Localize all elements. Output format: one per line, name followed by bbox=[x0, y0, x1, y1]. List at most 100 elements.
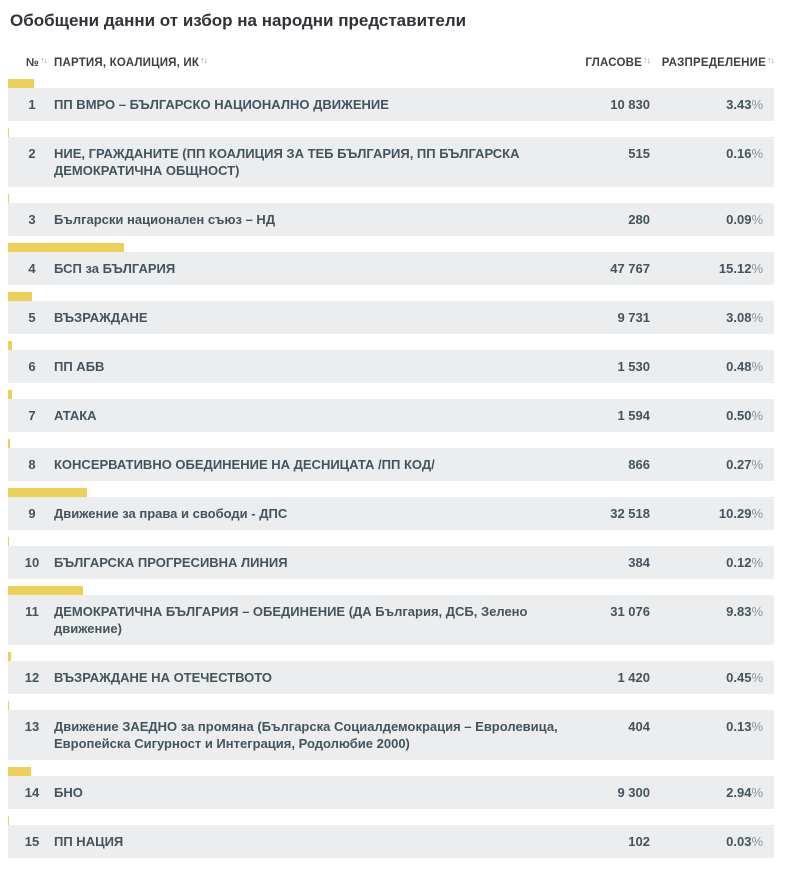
table-row[interactable]: 5 ВЪЗРАЖДАНЕ 9 731 3.08% bbox=[8, 292, 774, 334]
table-row-content: 3 Български национален съюз – НД 280 0.0… bbox=[8, 203, 774, 236]
sort-icon: ↑↓ bbox=[767, 55, 775, 65]
distribution-bar bbox=[8, 701, 9, 710]
distribution-value: 0.45% bbox=[650, 669, 763, 686]
table-row-content: 2 НИЕ, ГРАЖДАНИТЕ (ПП КОАЛИЦИЯ ЗА ТЕБ БЪ… bbox=[8, 137, 774, 187]
distribution-number: 0.13 bbox=[726, 719, 752, 734]
distribution-number: 0.03 bbox=[726, 834, 752, 849]
table-row[interactable]: 3 Български национален съюз – НД 280 0.0… bbox=[8, 194, 774, 236]
votes-value: 102 bbox=[628, 834, 650, 849]
row-number: 9 bbox=[28, 506, 36, 521]
distribution-value: 9.83% bbox=[650, 603, 763, 620]
distribution-bar bbox=[8, 292, 32, 301]
table-row-content: 5 ВЪЗРАЖДАНЕ 9 731 3.08% bbox=[8, 301, 774, 334]
distribution-value: 0.48% bbox=[650, 358, 763, 375]
table-row-content: 9 Движение за права и свободи - ДПС 32 5… bbox=[8, 497, 774, 530]
votes-value: 1 530 bbox=[617, 359, 650, 374]
percent-sign: % bbox=[751, 310, 763, 325]
distribution-bar-track bbox=[8, 701, 774, 710]
votes-value: 47 767 bbox=[610, 261, 650, 276]
distribution-bar-track bbox=[8, 439, 774, 448]
table-row[interactable]: 6 ПП АБВ 1 530 0.48% bbox=[8, 341, 774, 383]
column-header-number[interactable]: №↑↓ bbox=[20, 55, 54, 69]
distribution-bar bbox=[8, 128, 10, 137]
percent-sign: % bbox=[751, 97, 763, 112]
distribution-bar-track bbox=[8, 488, 774, 497]
distribution-bar bbox=[8, 390, 12, 399]
table-row[interactable]: 4 БСП за БЪЛГАРИЯ 47 767 15.12% bbox=[8, 243, 774, 285]
column-header-party[interactable]: ПАРТИЯ, КОАЛИЦИЯ, ИК↑↓ bbox=[54, 55, 560, 69]
distribution-bar-track bbox=[8, 816, 774, 825]
distribution-bar-track bbox=[8, 767, 774, 776]
column-header-votes[interactable]: ГЛАСОВЕ↑↓ bbox=[560, 55, 651, 69]
distribution-bar-track bbox=[8, 390, 774, 399]
table-row[interactable]: 8 КОНСЕРВАТИВНО ОБЕДИНЕНИЕ НА ДЕСНИЦАТА … bbox=[8, 439, 774, 481]
table-row-content: 12 ВЪЗРАЖДАНЕ НА ОТЕЧЕСТВОТО 1 420 0.45% bbox=[8, 661, 774, 694]
table-row[interactable]: 14 БНО 9 300 2.94% bbox=[8, 767, 774, 809]
table-row-content: 1 ПП ВМРО – БЪЛГАРСКО НАЦИОНАЛНО ДВИЖЕНИ… bbox=[8, 88, 774, 121]
percent-sign: % bbox=[751, 785, 763, 800]
distribution-bar bbox=[8, 767, 31, 776]
row-number: 15 bbox=[24, 834, 40, 849]
sort-icon: ↑↓ bbox=[643, 55, 651, 65]
row-number: 13 bbox=[24, 719, 40, 734]
table-row-content: 13 Движение ЗАЕДНО за промяна (Българска… bbox=[8, 710, 774, 760]
row-number: 8 bbox=[28, 457, 36, 472]
table-row[interactable]: 10 БЪЛГАРСКА ПРОГРЕСИВНА ЛИНИЯ 384 0.12% bbox=[8, 537, 774, 579]
table-row[interactable]: 15 ПП НАЦИЯ 102 0.03% bbox=[8, 816, 774, 858]
percent-sign: % bbox=[751, 555, 763, 570]
table-row-content: 6 ПП АБВ 1 530 0.48% bbox=[8, 350, 774, 383]
party-name: Български национален съюз – НД bbox=[54, 212, 276, 227]
distribution-value: 0.09% bbox=[650, 211, 763, 228]
party-name: ВЪЗРАЖДАНЕ bbox=[54, 310, 148, 325]
row-number: 7 bbox=[28, 408, 36, 423]
percent-sign: % bbox=[751, 604, 763, 619]
distribution-bar bbox=[8, 586, 84, 595]
party-name: ПП НАЦИЯ bbox=[54, 834, 124, 849]
distribution-value: 0.27% bbox=[650, 456, 763, 473]
row-number: 4 bbox=[28, 261, 36, 276]
distribution-value: 3.43% bbox=[650, 96, 763, 113]
table-row[interactable]: 1 ПП ВМРО – БЪЛГАРСКО НАЦИОНАЛНО ДВИЖЕНИ… bbox=[8, 79, 774, 121]
votes-value: 404 bbox=[628, 719, 650, 734]
table-row[interactable]: 11 ДЕМОКРАТИЧНА БЪЛГАРИЯ – ОБЕДИНЕНИЕ (Д… bbox=[8, 586, 774, 645]
distribution-number: 10.29 bbox=[718, 506, 752, 521]
distribution-bar-track bbox=[8, 652, 774, 661]
distribution-number: 9.83 bbox=[726, 604, 752, 619]
row-number: 14 bbox=[24, 785, 40, 800]
distribution-value: 0.03% bbox=[650, 833, 763, 850]
table-row-content: 11 ДЕМОКРАТИЧНА БЪЛГАРИЯ – ОБЕДИНЕНИЕ (Д… bbox=[8, 595, 774, 645]
party-name: Движение за права и свободи - ДПС bbox=[54, 506, 288, 521]
distribution-bar-track bbox=[8, 128, 774, 137]
distribution-bar-track bbox=[8, 537, 774, 546]
row-number: 10 bbox=[24, 555, 40, 570]
table-row[interactable]: 13 Движение ЗАЕДНО за промяна (Българска… bbox=[8, 701, 774, 760]
votes-value: 9 731 bbox=[617, 310, 650, 325]
distribution-bar bbox=[8, 194, 9, 203]
row-number: 11 bbox=[25, 604, 39, 619]
table-row-content: 10 БЪЛГАРСКА ПРОГРЕСИВНА ЛИНИЯ 384 0.12% bbox=[8, 546, 774, 579]
distribution-value: 15.12% bbox=[650, 260, 763, 277]
table-row[interactable]: 7 АТАКА 1 594 0.50% bbox=[8, 390, 774, 432]
distribution-number: 0.48 bbox=[726, 359, 752, 374]
column-header-party-label: ПАРТИЯ, КОАЛИЦИЯ, ИК bbox=[54, 57, 200, 69]
column-header-votes-label: ГЛАСОВЕ bbox=[585, 57, 642, 69]
percent-sign: % bbox=[751, 359, 763, 374]
votes-value: 9 300 bbox=[617, 785, 650, 800]
party-name: ПП АБВ bbox=[54, 359, 105, 374]
distribution-value: 0.16% bbox=[650, 145, 763, 162]
column-header-distribution[interactable]: РАЗПРЕДЕЛЕНИЕ↑↓ bbox=[650, 55, 775, 69]
table-row[interactable]: 12 ВЪЗРАЖДАНЕ НА ОТЕЧЕСТВОТО 1 420 0.45% bbox=[8, 652, 774, 694]
distribution-value: 0.50% bbox=[650, 407, 763, 424]
percent-sign: % bbox=[751, 457, 763, 472]
table-row[interactable]: 9 Движение за права и свободи - ДПС 32 5… bbox=[8, 488, 774, 530]
percent-sign: % bbox=[751, 408, 763, 423]
row-number: 3 bbox=[28, 212, 36, 227]
distribution-number: 0.16 bbox=[726, 146, 752, 161]
distribution-bar bbox=[8, 652, 12, 661]
votes-value: 32 518 bbox=[610, 506, 650, 521]
row-number: 2 bbox=[28, 146, 36, 161]
distribution-bar-track bbox=[8, 341, 774, 350]
distribution-value: 3.08% bbox=[650, 309, 763, 326]
row-number: 12 bbox=[24, 670, 40, 685]
table-row[interactable]: 2 НИЕ, ГРАЖДАНИТЕ (ПП КОАЛИЦИЯ ЗА ТЕБ БЪ… bbox=[8, 128, 774, 187]
